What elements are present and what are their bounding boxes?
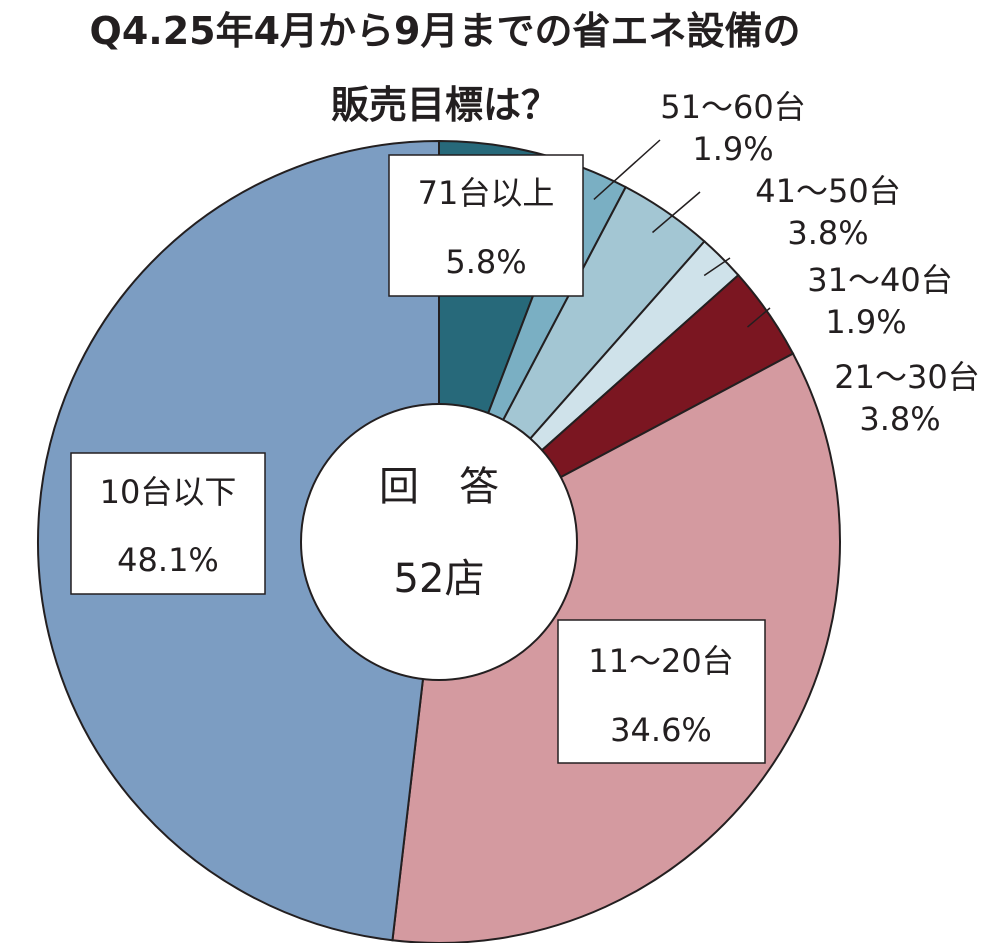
slice-value-11-20: 34.6%	[610, 711, 712, 749]
slice-value-51-60: 1.9%	[692, 130, 773, 168]
slice-label-21-30: 21～30台	[834, 358, 979, 396]
label-box-71-plus	[388, 154, 584, 297]
label-box-10-or-less	[70, 452, 266, 595]
slice-value-31-40: 1.9%	[825, 303, 906, 341]
slice-label-71-plus: 71台以上	[418, 174, 555, 212]
center-label-count: 52店	[394, 556, 485, 602]
leader-line-3	[703, 257, 731, 277]
leader-lines	[593, 139, 771, 328]
leader-line-4	[747, 307, 771, 328]
slice-label-41-50: 41～50台	[755, 172, 900, 210]
slice-value-71-plus: 5.8%	[445, 243, 526, 281]
label-box-11-20	[557, 619, 766, 764]
chart-title-line2: 販売目標は？	[331, 83, 559, 127]
slice-label-51-60: 51～60台	[660, 88, 805, 126]
slice-value-41-50: 3.8%	[787, 214, 868, 252]
slice-label-11-20: 11～20台	[588, 642, 733, 680]
slice-label-31-40: 31～40台	[807, 261, 952, 299]
leader-line-1	[593, 139, 661, 200]
slice-value-10-or-less: 48.1%	[117, 541, 219, 579]
center-label-answer: 回 答	[379, 464, 499, 510]
leader-line-2	[652, 191, 701, 234]
slice-label-10-or-less: 10台以下	[100, 473, 237, 511]
slice-value-21-30: 3.8%	[859, 400, 940, 438]
chart-title-line1: Q4.25年4月から9月までの省エネ設備の	[90, 9, 801, 53]
center-hole	[300, 403, 578, 681]
